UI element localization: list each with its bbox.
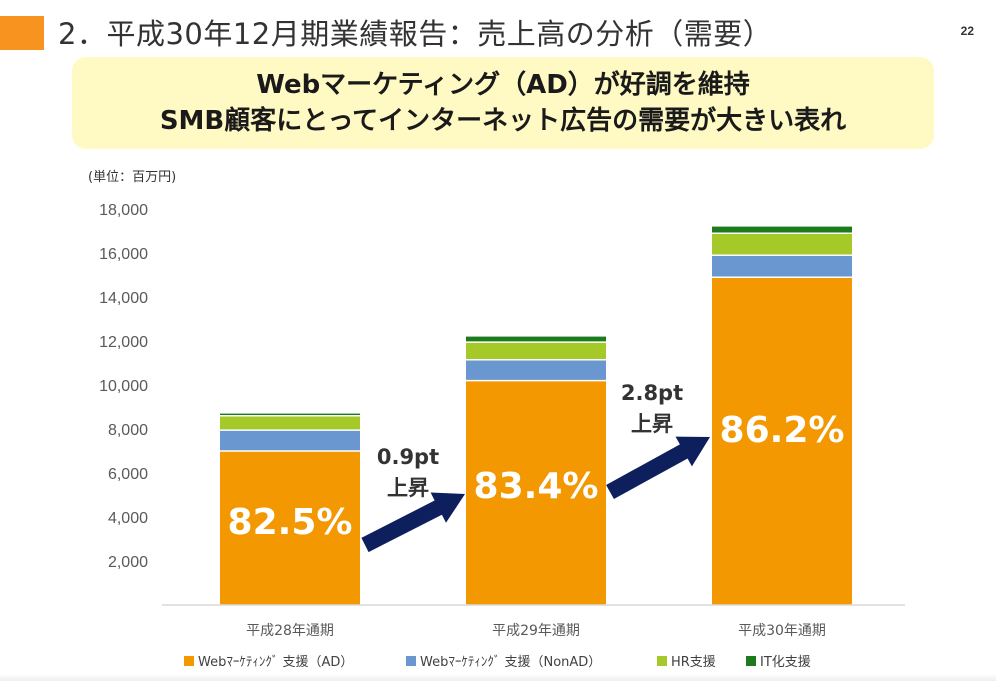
x-tick-label: 平成29年通期 <box>492 623 580 639</box>
bar-segment <box>220 413 360 416</box>
headline-callout: Webマーケティング（AD）が好調を維持 SMB顧客にとってインターネット広告の… <box>72 57 934 149</box>
growth-annotation-value: 0.9pt <box>377 445 439 469</box>
bottom-shade <box>0 674 996 681</box>
growth-annotation-value: 2.8pt <box>621 381 683 405</box>
ad-share-label: 82.5% <box>228 502 353 543</box>
x-tick-label: 平成28年通期 <box>246 623 334 639</box>
slide-title: 2．平成30年12月期業績報告：売上高の分析（需要） <box>58 17 773 51</box>
y-tick-label: 10,000 <box>99 378 148 395</box>
headline-line-1: Webマーケティング（AD）が好調を維持 <box>256 70 750 100</box>
y-tick-label: 16,000 <box>99 246 148 263</box>
y-tick-label: 18,000 <box>99 202 148 219</box>
growth-arrow-2 <box>606 436 710 499</box>
legend-label: IT化支援 <box>760 655 811 670</box>
bar-segment <box>466 342 606 360</box>
bar-segment <box>220 415 360 431</box>
growth-annotation-text: 上昇 <box>387 476 429 500</box>
y-tick-label: 4,000 <box>108 510 148 527</box>
bar-segment <box>712 277 852 605</box>
x-tick-label: 平成30年通期 <box>738 623 826 639</box>
y-tick-label: 8,000 <box>108 422 148 439</box>
bar-segment <box>712 255 852 278</box>
y-tick-label: 6,000 <box>108 466 148 483</box>
legend-swatch <box>657 656 667 666</box>
growth-arrow-1 <box>361 492 465 553</box>
title-accent-block <box>0 16 44 50</box>
bar-segment <box>466 380 606 605</box>
legend-swatch <box>406 656 416 666</box>
legend-label: HR支援 <box>671 655 716 670</box>
legend-swatch <box>184 656 194 666</box>
y-tick-label: 14,000 <box>99 290 148 307</box>
legend-swatch <box>746 656 756 666</box>
bar-segment <box>712 226 852 234</box>
unit-label: (単位：百万円) <box>88 170 177 185</box>
bar-segment <box>220 430 360 451</box>
bar-segment <box>712 233 852 256</box>
ad-share-label: 83.4% <box>474 466 599 507</box>
headline-line-2: SMB顧客にとってインターネット広告の需要が大きい表れ <box>159 106 847 136</box>
y-tick-label: 2,000 <box>108 554 148 571</box>
page-number: 22 <box>960 24 974 38</box>
legend-label: Webﾏｰｹﾃｨﾝｸﾞ 支援（NonAD） <box>420 655 601 670</box>
y-tick-label: 12,000 <box>99 334 148 351</box>
growth-annotation-text: 上昇 <box>631 412 673 436</box>
legend-label: Webﾏｰｹﾃｨﾝｸﾞ 支援（AD） <box>198 655 353 670</box>
ad-share-label: 86.2% <box>720 410 845 451</box>
bar-segment <box>466 336 606 343</box>
bar-segment <box>220 451 360 605</box>
bar-segment <box>466 359 606 381</box>
